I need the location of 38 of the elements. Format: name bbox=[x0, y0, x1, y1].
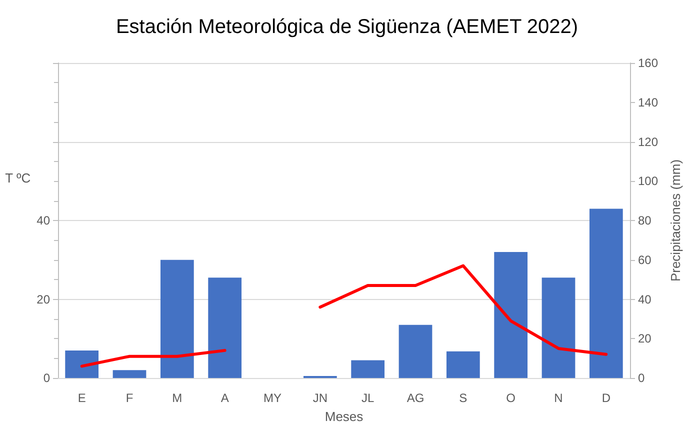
x-tick-label: JL bbox=[361, 391, 374, 405]
bar bbox=[446, 351, 480, 378]
x-tick-label: M bbox=[172, 391, 182, 405]
y-tick-label: 40 bbox=[36, 214, 50, 228]
bar bbox=[351, 360, 385, 378]
bar bbox=[208, 278, 242, 378]
x-tick-label: F bbox=[126, 391, 134, 405]
y2-tick-label: 40 bbox=[638, 292, 652, 306]
y2-axis-title: Precipitaciones (mm) bbox=[668, 159, 683, 282]
x-tick-label: AG bbox=[406, 391, 424, 405]
y-tick-label: 20 bbox=[36, 292, 50, 306]
bar bbox=[65, 350, 99, 378]
y2-tick-label: 120 bbox=[638, 134, 658, 149]
bar bbox=[112, 370, 146, 378]
y2-tick-label: 20 bbox=[638, 332, 652, 346]
y2-tick-label: 140 bbox=[638, 95, 658, 110]
y-axis-title: T ºC bbox=[5, 170, 31, 186]
y2-tick-label: 60 bbox=[638, 252, 652, 267]
bar bbox=[398, 324, 432, 378]
bar bbox=[494, 252, 528, 378]
x-tick-label: A bbox=[220, 391, 229, 405]
x-tick-label: N bbox=[554, 391, 563, 405]
x-tick-label: O bbox=[506, 391, 516, 405]
x-tick-label: E bbox=[78, 391, 86, 405]
x-tick-label: D bbox=[602, 391, 611, 405]
y2-tick-label: 80 bbox=[638, 214, 652, 228]
x-axis-title: Meses bbox=[324, 409, 364, 424]
x-tick-label: MY bbox=[264, 391, 282, 405]
bar bbox=[160, 260, 194, 378]
y2-tick-label: 0 bbox=[638, 371, 645, 385]
y2-tick-label: 100 bbox=[638, 174, 658, 188]
x-tick-label: S bbox=[459, 391, 468, 405]
bar bbox=[589, 208, 623, 378]
x-tick-label: JN bbox=[312, 391, 328, 405]
bar bbox=[542, 278, 576, 378]
y-tick-label: 0 bbox=[43, 371, 50, 385]
y2-tick-label: 160 bbox=[638, 56, 658, 70]
chart-title: Estación Meteorológica de Sigüenza (AEMET 2022) bbox=[116, 16, 578, 38]
